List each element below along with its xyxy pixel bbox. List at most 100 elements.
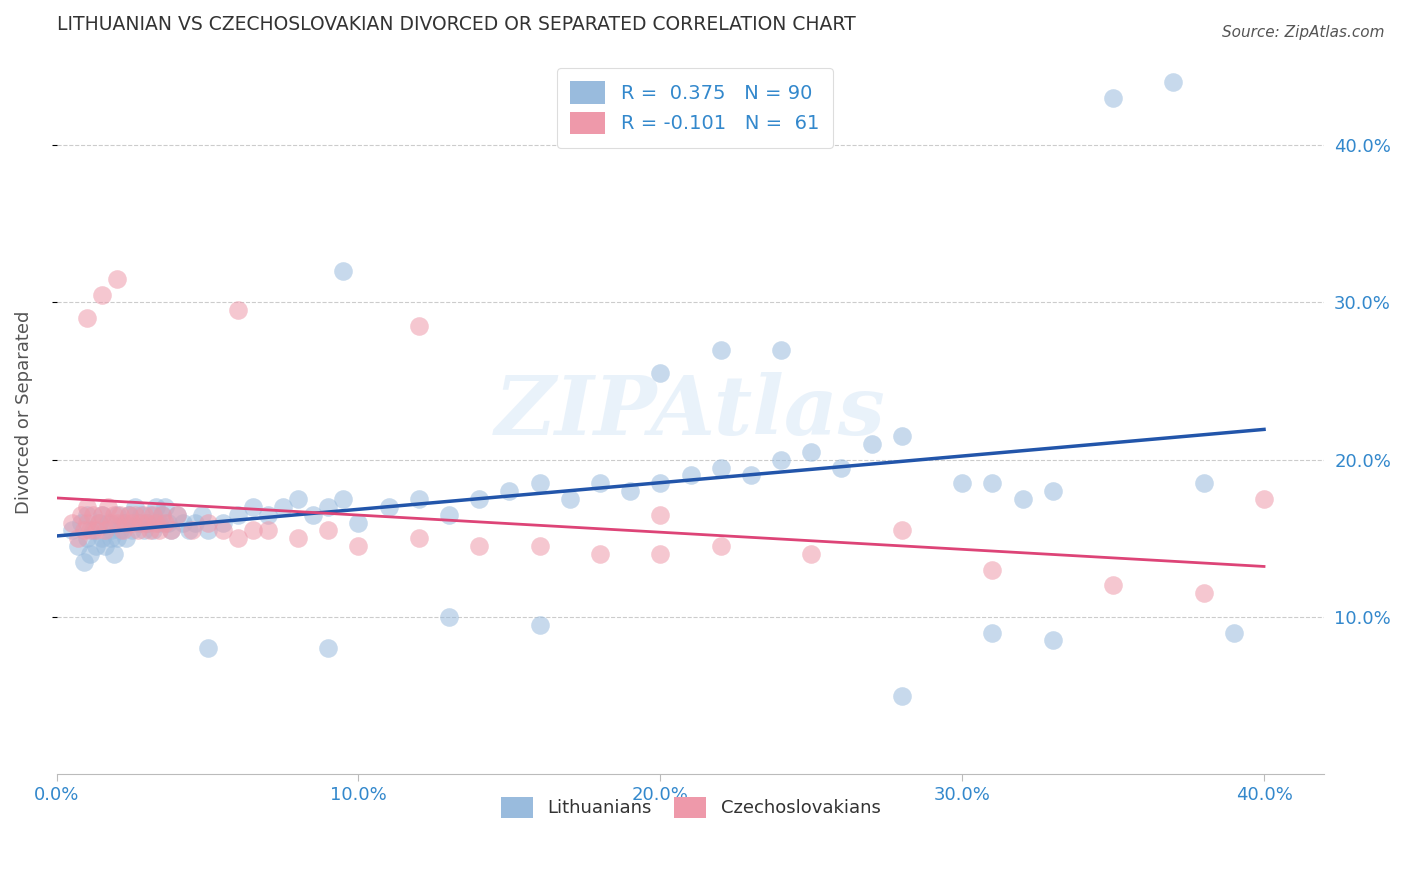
- Point: [145, 500, 167, 514]
- Point: [650, 366, 672, 380]
- Point: [157, 516, 180, 530]
- Point: [316, 524, 339, 538]
- Point: [148, 524, 170, 538]
- Point: [111, 516, 134, 530]
- Point: [90, 508, 112, 522]
- Point: [190, 508, 212, 522]
- Point: [890, 524, 912, 538]
- Text: ZIPAtlas: ZIPAtlas: [495, 373, 886, 452]
- Point: [408, 531, 430, 545]
- Point: [121, 524, 143, 538]
- Point: [155, 500, 177, 514]
- Point: [150, 508, 173, 522]
- Point: [73, 524, 96, 538]
- Point: [468, 539, 491, 553]
- Point: [76, 516, 98, 530]
- Point: [860, 437, 883, 451]
- Point: [287, 531, 309, 545]
- Point: [100, 516, 122, 530]
- Point: [529, 539, 551, 553]
- Point: [589, 476, 612, 491]
- Point: [981, 625, 1004, 640]
- Point: [981, 476, 1004, 491]
- Legend: Lithuanians, Czechoslovakians: Lithuanians, Czechoslovakians: [492, 788, 890, 827]
- Point: [316, 641, 339, 656]
- Text: Source: ZipAtlas.com: Source: ZipAtlas.com: [1222, 25, 1385, 40]
- Point: [287, 491, 309, 506]
- Point: [408, 491, 430, 506]
- Point: [136, 516, 159, 530]
- Point: [97, 500, 120, 514]
- Point: [1102, 578, 1125, 592]
- Point: [172, 516, 194, 530]
- Point: [84, 539, 107, 553]
- Point: [498, 484, 520, 499]
- Point: [710, 539, 733, 553]
- Point: [103, 508, 125, 522]
- Point: [111, 524, 134, 538]
- Point: [1011, 491, 1033, 506]
- Point: [800, 444, 823, 458]
- Point: [710, 343, 733, 357]
- Point: [619, 484, 641, 499]
- Point: [145, 516, 167, 530]
- Point: [257, 524, 280, 538]
- Point: [79, 524, 101, 538]
- Point: [69, 508, 91, 522]
- Point: [90, 287, 112, 301]
- Point: [142, 508, 165, 522]
- Point: [558, 491, 581, 506]
- Point: [679, 468, 702, 483]
- Point: [79, 547, 101, 561]
- Point: [129, 508, 152, 522]
- Point: [90, 531, 112, 545]
- Point: [302, 508, 325, 522]
- Point: [166, 508, 188, 522]
- Text: LITHUANIAN VS CZECHOSLOVAKIAN DIVORCED OR SEPARATED CORRELATION CHART: LITHUANIAN VS CZECHOSLOVAKIAN DIVORCED O…: [56, 15, 855, 34]
- Point: [800, 547, 823, 561]
- Point: [76, 500, 98, 514]
- Point: [94, 524, 117, 538]
- Point: [770, 343, 793, 357]
- Point: [115, 516, 138, 530]
- Point: [100, 531, 122, 545]
- Point: [90, 508, 112, 522]
- Point: [66, 531, 89, 545]
- Point: [1223, 625, 1246, 640]
- Point: [1102, 91, 1125, 105]
- Point: [148, 516, 170, 530]
- Point: [100, 524, 122, 538]
- Point: [76, 311, 98, 326]
- Point: [529, 617, 551, 632]
- Point: [981, 563, 1004, 577]
- Point: [890, 689, 912, 703]
- Point: [84, 524, 107, 538]
- Point: [103, 547, 125, 561]
- Point: [105, 508, 128, 522]
- Point: [124, 508, 146, 522]
- Point: [139, 508, 162, 522]
- Point: [160, 524, 183, 538]
- Point: [129, 516, 152, 530]
- Point: [134, 524, 156, 538]
- Point: [226, 531, 249, 545]
- Point: [242, 500, 264, 514]
- Point: [76, 531, 98, 545]
- Point: [108, 508, 131, 522]
- Point: [66, 539, 89, 553]
- Point: [332, 264, 354, 278]
- Point: [142, 524, 165, 538]
- Point: [770, 452, 793, 467]
- Point: [73, 555, 96, 569]
- Point: [115, 531, 138, 545]
- Point: [118, 508, 141, 522]
- Point: [437, 610, 460, 624]
- Point: [82, 508, 104, 522]
- Point: [890, 429, 912, 443]
- Point: [87, 516, 110, 530]
- Point: [211, 516, 233, 530]
- Point: [437, 508, 460, 522]
- Y-axis label: Divorced or Separated: Divorced or Separated: [15, 310, 32, 514]
- Point: [94, 539, 117, 553]
- Point: [124, 500, 146, 514]
